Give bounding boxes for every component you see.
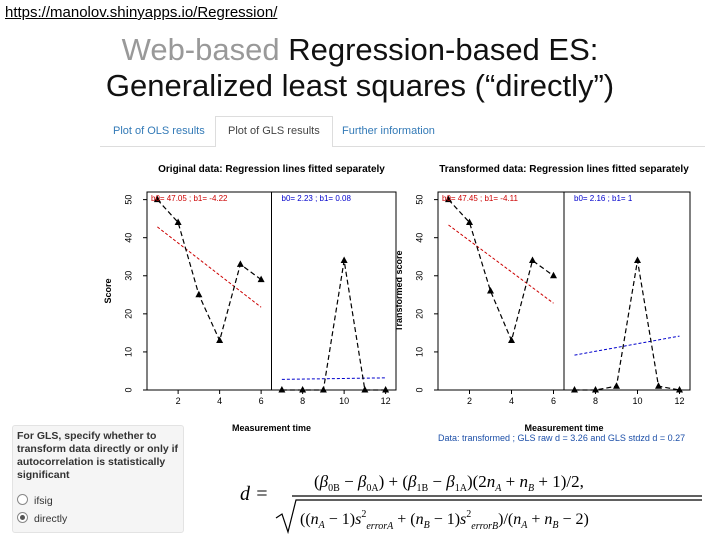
chart1-phase-a-point [257, 275, 265, 283]
chart2-phase-a-point [529, 256, 536, 264]
chart2-phase-b-point [592, 386, 599, 393]
chart2-phase-b-point [634, 256, 641, 264]
tab-ols-results[interactable]: Plot of OLS results [113, 125, 205, 137]
chart1-phase-b-data-line [281, 260, 386, 391]
chart1-phase-b-point [278, 386, 286, 393]
chart1-y-tick-label: 50 [123, 195, 133, 205]
formula-d: d = [240, 483, 269, 505]
chart2-phase-b-fit-line [574, 335, 680, 356]
chart1-x-tick-label: 4 [217, 396, 222, 406]
chart2-phase-a-fit-line [448, 224, 554, 304]
chart2-x-tick-label: 6 [551, 396, 556, 406]
chart1-x-tick-label: 2 [176, 396, 181, 406]
chart1-phase-b-fit-line [281, 377, 386, 380]
chart2-x-tick-label: 2 [467, 396, 472, 406]
chart1-phase-b-point [299, 386, 307, 393]
chart2-phase-a-point [466, 218, 473, 225]
chart2-x-tick-label: 12 [674, 396, 684, 406]
chart1-title: Original data: Regression lines fitted s… [158, 164, 385, 175]
chart2-phase-b-point [655, 382, 662, 389]
gls-effect-size-note: Data: transformed ; GLS raw d = 3.26 and… [438, 433, 686, 443]
chart1-phase-b-point [319, 386, 327, 393]
chart1-phase-b-point [340, 256, 348, 264]
chart2-phase-b-point [676, 386, 683, 393]
chart2-y-tick-label: 0 [414, 387, 424, 392]
radio-ifsig[interactable]: ifsig [17, 494, 53, 507]
chart2-x-tick-label: 4 [509, 396, 514, 406]
title-grey-part: Web-based [121, 32, 280, 67]
radio-directly-label: directly [34, 513, 68, 525]
chart2-y-tick-label: 50 [414, 195, 424, 205]
chart1-phase-a-coef-label: b0= 47.05 ; b1= -4.22 [151, 194, 228, 203]
chart1-x-tick-label: 12 [381, 396, 391, 406]
radio-ifsig-label: ifsig [34, 495, 53, 507]
chart2-phase-b-point [613, 382, 620, 389]
chart2-phase-a-point [508, 336, 515, 343]
chart1-x-tick-label: 8 [300, 396, 305, 406]
chart2-phase-b-point [571, 386, 578, 393]
tab-gls-results[interactable]: Plot of GLS results [215, 116, 333, 147]
title-line-2: Generalized least squares (“directly”) [105, 68, 615, 103]
radio-ifsig-dot[interactable] [17, 494, 28, 505]
chart2-phase-a-data-line [448, 199, 554, 343]
chart1-y-tick-label: 40 [123, 233, 133, 243]
gls-plots-svg: Original data: Regression lines fitted s… [103, 164, 691, 433]
chart1-phase-a-point [236, 260, 244, 267]
chart2-y-label: Transformed score [394, 250, 404, 331]
effect-size-formula: d = (β0B − β0A) + (β1B − β1A)(2nA + nB +… [238, 460, 708, 540]
formula-sqrt-sign [275, 499, 702, 535]
chart2-phase-a-coef-label: b0= 47.45 ; b1= -4.11 [442, 194, 518, 203]
chart1-phase-b-point [382, 386, 390, 393]
radio-directly-dot[interactable] [17, 512, 28, 523]
tab-bar: Plot of OLS results Plot of GLS results … [100, 116, 705, 147]
chart2-y-tick-label: 30 [414, 271, 424, 281]
chart2-phase-a-point [487, 287, 494, 294]
formula-denominator: ((nA − 1)s2errorA + (nB − 1)s2errorB)/(n… [300, 509, 589, 532]
chart2-phase-b-data-line [574, 260, 680, 391]
gls-option-label: For GLS, specify whether to transform da… [17, 430, 179, 481]
gls-plots: Original data: Regression lines fitted s… [100, 150, 710, 450]
chart1-y-tick-label: 0 [123, 387, 133, 392]
title-line-1: Web-based Regression-based ES: [0, 32, 720, 68]
chart1-phase-b-coef-label: b0= 2.23 ; b1= 0.08 [282, 194, 352, 203]
chart2-phase-a-point [445, 195, 452, 203]
chart1-phase-a-point [174, 218, 182, 225]
chart1-phase-a-fit-line [157, 226, 262, 308]
chart1-y-tick-label: 20 [123, 309, 133, 319]
title-main-part: Regression-based ES: [279, 32, 599, 67]
chart1-x-tick-label: 10 [339, 396, 349, 406]
source-url-link[interactable]: https://manolov.shinyapps.io/Regression/ [5, 4, 278, 21]
tab-further-information[interactable]: Further information [342, 125, 435, 137]
chart2-x-tick-label: 8 [593, 396, 598, 406]
chart2-x-label: Measurement time [524, 423, 603, 433]
chart1-phase-a-point [153, 195, 161, 203]
chart1-phase-a-data-line [156, 199, 262, 343]
radio-directly[interactable]: directly [17, 512, 67, 525]
chart1-y-label: Score [103, 278, 113, 303]
chart1-x-tick-label: 6 [259, 396, 264, 406]
formula-svg: d = (β0B − β0A) + (β1B − β1A)(2nA + nB +… [240, 472, 702, 535]
chart1-y-tick-label: 30 [123, 271, 133, 281]
chart2-title: Transformed data: Regression lines fitte… [439, 164, 689, 175]
chart1-phase-a-point [195, 290, 203, 298]
formula-numerator: (β0B − β0A) + (β1B − β1A)(2nA + nB + 1)/… [314, 472, 584, 494]
chart2-x-tick-label: 10 [632, 396, 642, 406]
chart2-y-tick-label: 10 [414, 347, 424, 357]
chart1-x-label: Measurement time [232, 423, 311, 433]
chart2-phase-a-point [550, 271, 557, 279]
chart2-y-tick-label: 20 [414, 309, 424, 319]
chart2-phase-b-coef-label: b0= 2.16 ; b1= 1 [574, 194, 633, 203]
chart1-y-tick-label: 10 [123, 347, 133, 357]
chart2-y-tick-label: 40 [414, 233, 424, 243]
chart1-phase-b-point [361, 386, 369, 393]
chart1-phase-a-point [216, 336, 224, 343]
slide-title: Web-based Regression-based ES: Generaliz… [0, 32, 720, 104]
gls-option-panel: For GLS, specify whether to transform da… [12, 425, 184, 533]
